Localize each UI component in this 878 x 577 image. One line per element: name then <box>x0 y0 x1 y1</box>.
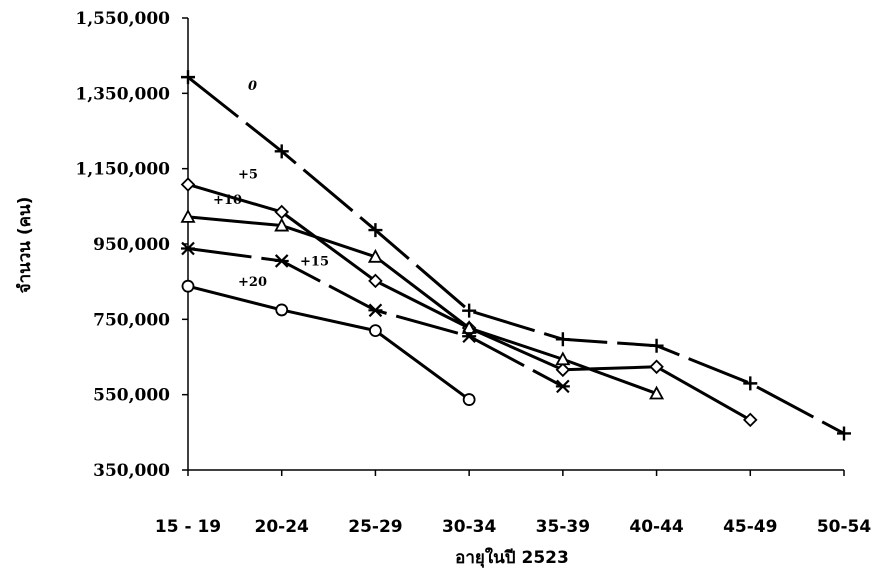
x-tick-label: 20-24 <box>255 517 310 537</box>
x-tick-label: 45-49 <box>723 517 777 537</box>
star-marker <box>368 303 383 318</box>
series-label: +10 <box>213 193 242 208</box>
star-marker <box>462 329 477 344</box>
x-axis-ticks: 15 - 19 20-24 25-29 30-34 35-39 40-44 45-49 50-… <box>155 470 871 537</box>
diamond-marker <box>743 412 758 428</box>
series-1: 0 <box>181 70 851 441</box>
series-label: +20 <box>238 275 267 290</box>
series-3: +10 <box>180 193 665 400</box>
plus-marker <box>555 332 570 347</box>
plus-marker <box>743 376 758 391</box>
x-tick-label: 40-44 <box>629 517 684 537</box>
series-group: 0 +5 +10 +15 +20 <box>180 70 851 441</box>
x-axis-title: อายุในปี 2523 <box>455 547 569 568</box>
triangle-marker <box>461 320 477 334</box>
diamond-marker <box>555 362 571 378</box>
diamond-marker <box>649 359 664 375</box>
circle-marker <box>275 303 289 317</box>
y-tick-label: 750,000 <box>93 310 170 330</box>
y-tick-label: 1,150,000 <box>75 160 170 180</box>
triangle-marker <box>180 209 196 223</box>
series-line <box>187 183 752 422</box>
y-tick-label: 550,000 <box>93 386 170 406</box>
plus-marker <box>274 144 289 159</box>
x-tick-label: 50-54 <box>817 517 872 537</box>
x-tick-label: 15 - 19 <box>155 517 221 537</box>
series-label: +15 <box>300 255 329 270</box>
diamond-marker <box>368 273 383 289</box>
star-marker <box>555 379 570 394</box>
x-tick-label: 25-29 <box>348 517 402 537</box>
series-line <box>187 75 845 435</box>
axes <box>187 18 844 471</box>
series-line <box>187 215 658 395</box>
series-2: +5 <box>180 167 758 428</box>
triangle-marker <box>555 351 571 366</box>
plus-marker <box>181 70 195 85</box>
series-line <box>187 284 471 401</box>
star-marker <box>274 254 289 268</box>
series-4: +15 <box>181 241 570 394</box>
triangle-marker <box>649 385 665 400</box>
series-label: 0 <box>248 79 257 94</box>
series-label: +5 <box>238 167 258 182</box>
circle-marker <box>181 279 195 293</box>
plus-marker <box>462 303 477 318</box>
circle-marker <box>369 324 382 338</box>
series-line <box>187 247 564 388</box>
plus-marker <box>649 338 664 353</box>
plus-marker <box>837 426 851 441</box>
diamond-marker <box>180 177 196 192</box>
y-tick-label: 1,350,000 <box>75 84 170 104</box>
x-tick-label: 30-34 <box>442 517 497 537</box>
series-5: +20 <box>181 275 476 406</box>
triangle-marker <box>274 217 290 232</box>
y-tick-label: 950,000 <box>93 235 170 255</box>
y-tick-label: 350,000 <box>93 461 170 481</box>
circle-marker <box>462 393 476 406</box>
plus-marker <box>368 223 383 238</box>
y-axis-title: จำนวน (คน) <box>15 197 35 294</box>
x-tick-label: 35-39 <box>536 517 590 537</box>
y-tick-label: 1,550,000 <box>75 9 170 29</box>
y-axis-ticks: 350,000 550,000 750,000 950,000 1,150,000 1,3… <box>75 9 188 481</box>
triangle-marker <box>367 248 383 263</box>
